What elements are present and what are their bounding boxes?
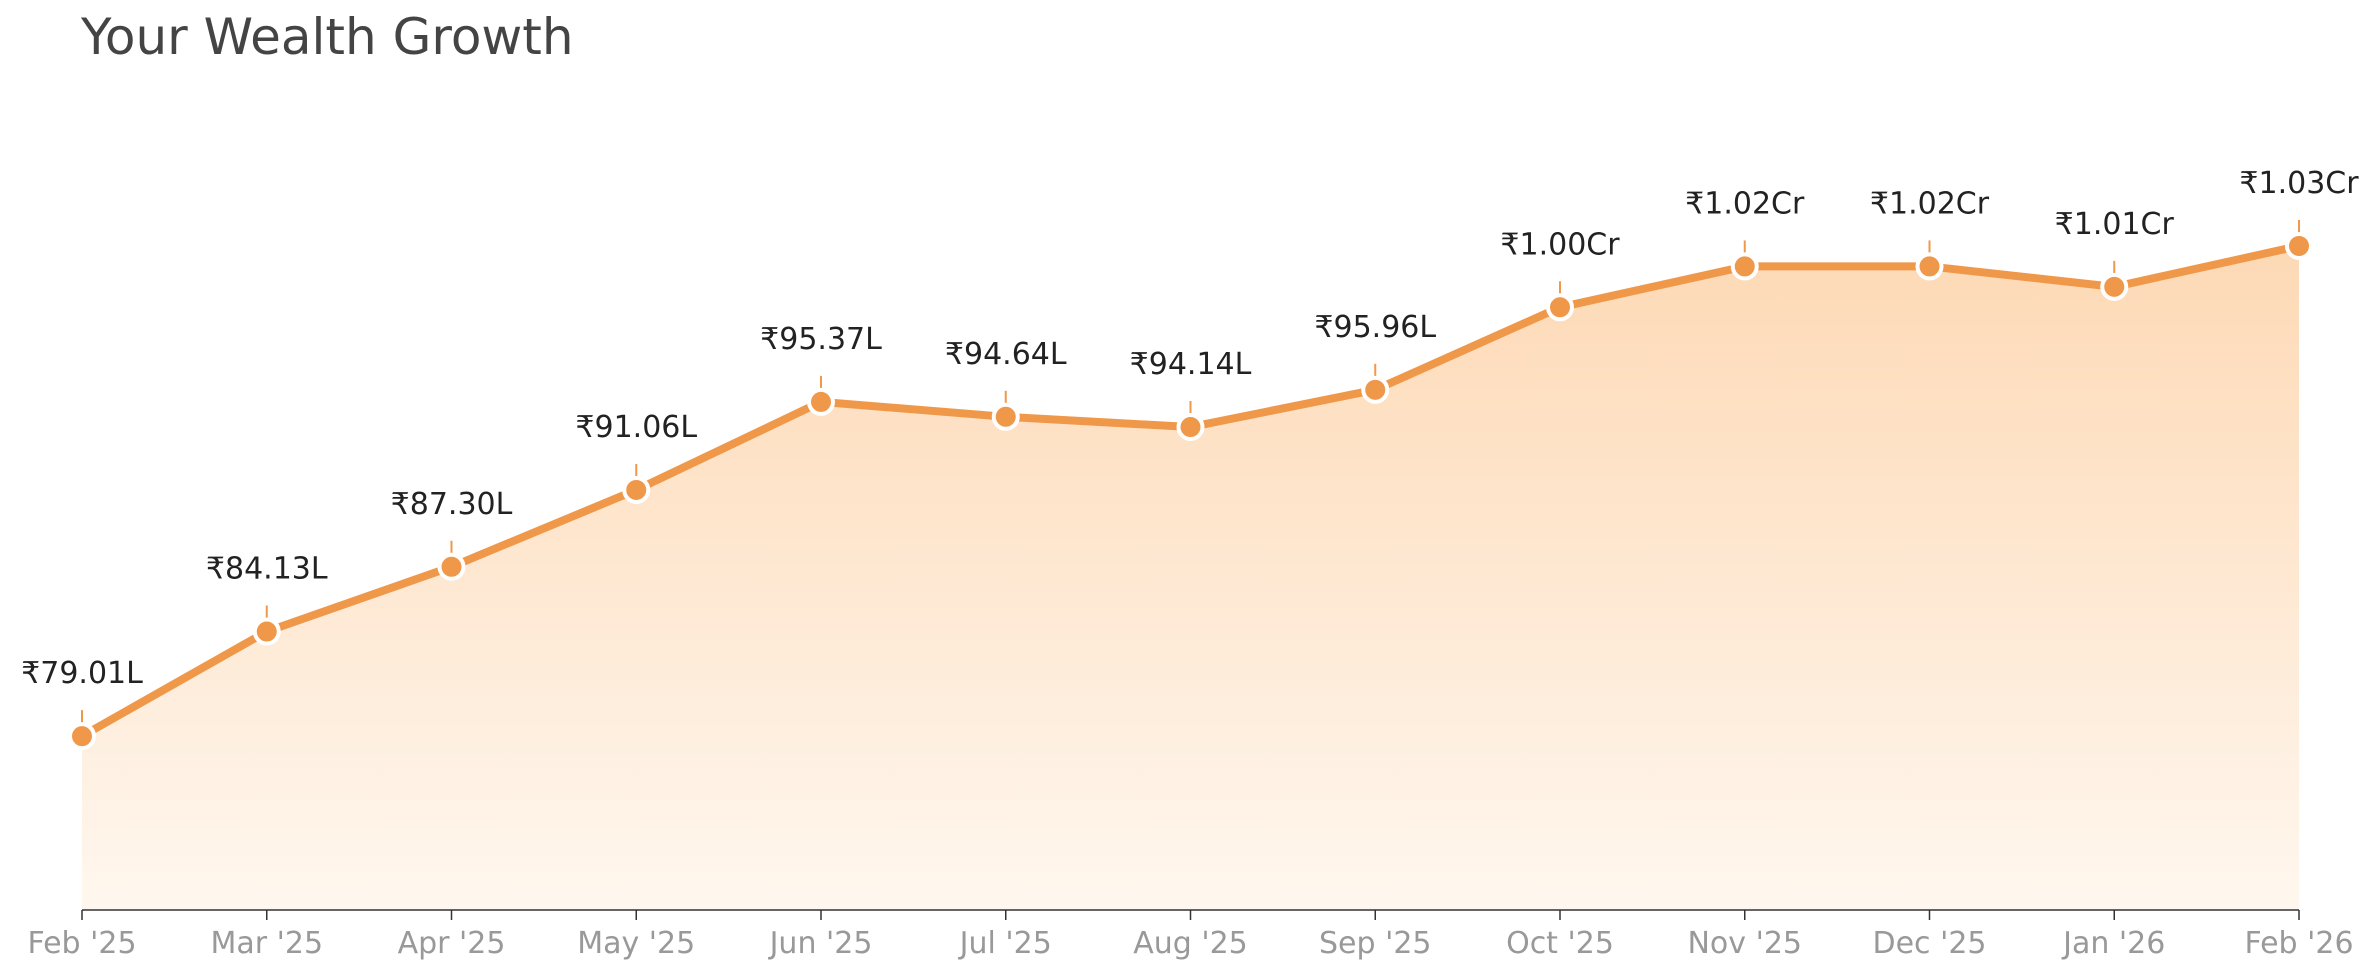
data-point — [252, 617, 281, 646]
x-tick-label: Feb '25 — [27, 926, 136, 961]
x-tick-label: Dec '25 — [1872, 926, 1986, 961]
x-tick-label: Jul '25 — [958, 926, 1052, 961]
data-point — [991, 402, 1020, 431]
data-label: ₹84.13L — [206, 552, 328, 587]
data-label: ₹87.30L — [391, 487, 513, 522]
data-point — [1730, 252, 1759, 281]
x-tick-label: Aug '25 — [1133, 926, 1248, 961]
data-point — [2100, 272, 2129, 301]
data-label: ₹1.02Cr — [1685, 186, 1805, 221]
area-fill — [82, 246, 2299, 910]
data-point — [807, 387, 835, 416]
x-tick-label: Oct '25 — [1506, 926, 1614, 961]
data-label: ₹79.01L — [21, 656, 143, 691]
x-tick-label: Apr '25 — [398, 926, 506, 961]
data-point — [1546, 293, 1574, 322]
data-point — [1915, 252, 1944, 281]
data-point — [622, 475, 651, 504]
x-tick-label: May '25 — [577, 926, 695, 961]
data-label: ₹1.01Cr — [2055, 207, 2175, 242]
x-tick-label: Nov '25 — [1687, 926, 1802, 961]
data-label: ₹94.14L — [1130, 347, 1252, 382]
x-tick-label: Feb '26 — [2244, 926, 2353, 961]
data-label: ₹1.00Cr — [1500, 227, 1620, 262]
data-label: ₹1.03Cr — [2239, 166, 2359, 201]
x-tick-label: Jun '25 — [768, 926, 873, 961]
data-label: ₹95.37L — [760, 322, 882, 357]
data-point — [1176, 413, 1205, 442]
x-tick-label: Sep '25 — [1319, 926, 1432, 961]
chart-title: Your Wealth Growth — [81, 8, 574, 66]
data-label: ₹1.02Cr — [1870, 186, 1990, 221]
x-tick-label: Mar '25 — [210, 926, 323, 961]
data-point — [68, 722, 96, 751]
x-tick-label: Jan '26 — [2061, 926, 2165, 961]
data-point — [1361, 375, 1390, 404]
data-label: ₹95.96L — [1314, 310, 1436, 345]
data-label: ₹94.64L — [945, 337, 1067, 372]
data-label: ₹91.06L — [575, 410, 697, 445]
data-point — [437, 552, 466, 581]
data-point — [2285, 232, 2313, 260]
